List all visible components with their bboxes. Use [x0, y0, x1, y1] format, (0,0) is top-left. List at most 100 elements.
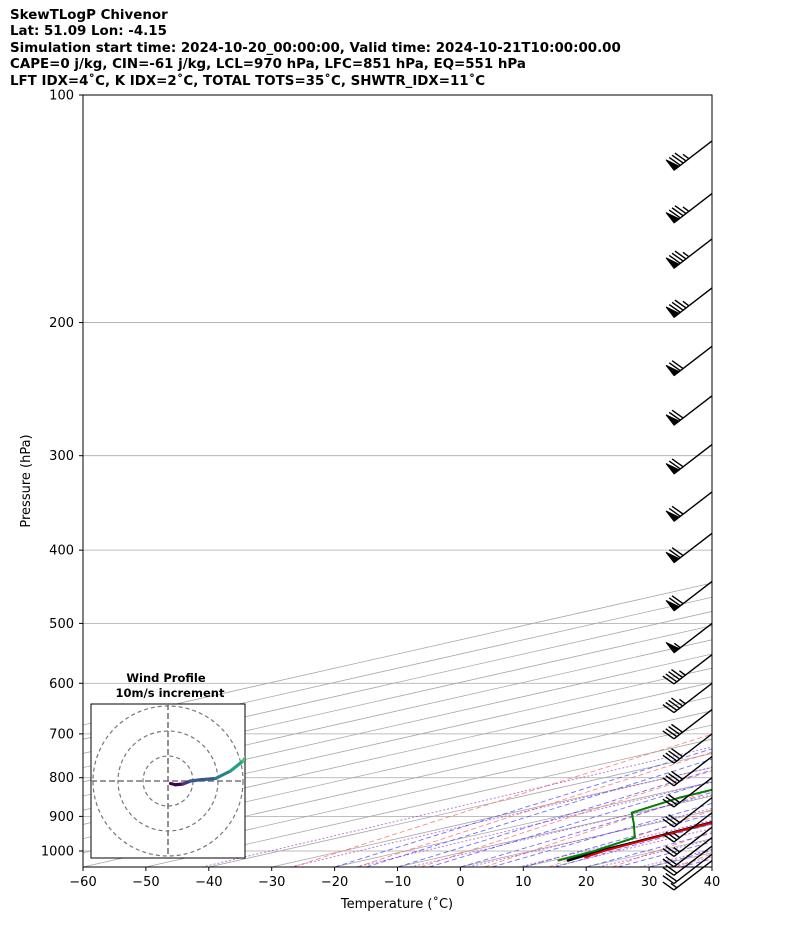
barb-flag	[671, 697, 683, 707]
barb-shaft	[673, 853, 713, 885]
barb-flag	[662, 866, 675, 876]
barb-flag	[671, 154, 684, 164]
barb-shaft	[673, 238, 713, 269]
x-tick-label: −40	[195, 875, 222, 890]
barb-pennant	[665, 463, 681, 475]
y-tick-label: 100	[49, 89, 74, 104]
isotherm-line	[83, 682, 712, 825]
barb-shaft	[673, 654, 713, 685]
wind-barb	[665, 192, 713, 224]
barb-flag	[662, 754, 675, 764]
barb-half-flag	[682, 300, 690, 307]
barb-flag	[668, 750, 681, 760]
barb-flag	[671, 723, 683, 733]
barb-flag	[668, 549, 681, 559]
barb-flag	[668, 671, 681, 681]
hodograph-segment	[198, 776, 218, 782]
barb-flag	[668, 726, 681, 736]
mixing-ratio-line	[468, 808, 712, 867]
barb-flag	[671, 595, 684, 605]
x-tick-label: −60	[69, 875, 96, 890]
barb-shaft	[673, 826, 713, 857]
barb-flag	[671, 360, 684, 370]
barb-flag	[671, 458, 684, 468]
wind-barb	[665, 444, 713, 475]
wind-barb	[662, 777, 713, 808]
barb-shaft	[673, 622, 713, 654]
mixing-ratio-line	[201, 746, 712, 867]
barb-pennant	[665, 551, 681, 564]
moist-adiabat	[428, 780, 712, 867]
barb-pennant	[665, 641, 681, 654]
isotherm-line	[334, 781, 712, 867]
barb-flag	[671, 409, 684, 419]
barb-flag	[671, 668, 683, 678]
wind-barb	[662, 654, 713, 685]
barb-flag	[662, 798, 675, 808]
barb-flag	[671, 301, 684, 311]
inset-subtitle: 10m/s increment	[116, 686, 225, 700]
location-line: Lat: 51.09 Lon: -4.15	[10, 24, 167, 40]
barb-flag	[671, 252, 684, 262]
barb-flag	[668, 814, 681, 824]
x-tick-label: −10	[384, 875, 411, 890]
barb-shaft	[673, 837, 713, 868]
y-tick-label: 1000	[41, 844, 74, 859]
barb-flag	[668, 597, 681, 607]
y-tick-label: 300	[49, 449, 74, 464]
isotherm-line	[83, 596, 712, 740]
barb-flag	[662, 818, 675, 828]
barb-shaft	[673, 395, 713, 426]
barb-flag	[674, 299, 687, 309]
chart-header: SkewTLogP Chivenor Lat: 51.09 Lon: -4.15…	[10, 8, 621, 90]
barb-flag	[665, 856, 678, 866]
isotherm-line	[83, 667, 712, 811]
barb-flag	[662, 858, 675, 868]
barb-pennant	[665, 599, 681, 612]
barb-flag	[668, 772, 681, 782]
indices-line-1: CAPE=0 j/kg, CIN=-61 j/kg, LCL=970 hPa, …	[10, 57, 526, 73]
x-tick-label: −30	[258, 875, 285, 890]
mixing-ratio-line	[639, 848, 712, 867]
barb-pennant	[665, 212, 681, 224]
wind-barb	[662, 797, 713, 828]
dry-adiabat	[356, 751, 712, 867]
isotherm-line	[460, 809, 712, 867]
barb-flag	[674, 205, 687, 215]
temperature-profile-line	[583, 821, 712, 859]
barb-shaft	[673, 777, 713, 808]
time-line: Simulation start time: 2024-10-20_00:00:…	[10, 40, 621, 56]
hodograph-segment	[188, 778, 203, 783]
barb-pennant	[665, 364, 681, 377]
barb-shaft	[673, 192, 713, 224]
y-tick-label: 400	[49, 544, 74, 559]
wind-barb	[662, 733, 713, 764]
y-axis-label: Pressure (hPa)	[19, 434, 34, 527]
barb-flag	[662, 730, 675, 740]
barb-shaft	[673, 491, 713, 522]
y-tick-label: 900	[49, 810, 74, 825]
dewpoint-profile-line	[557, 788, 712, 862]
mixing-ratio-line	[356, 781, 712, 867]
barb-half-flag	[673, 847, 681, 853]
barb-shaft	[673, 580, 713, 612]
dry-adiabat	[484, 789, 712, 867]
barb-half-flag	[682, 153, 690, 160]
wind-barb	[662, 853, 713, 885]
isotherm-line	[83, 653, 712, 797]
wind-barb	[665, 287, 713, 318]
chart-title: SkewTLogP Chivenor	[10, 8, 168, 23]
barb-flag	[674, 152, 687, 162]
wind-barb	[662, 682, 713, 714]
isotherm-line	[83, 639, 712, 783]
barb-flag	[671, 547, 684, 557]
wind-barb	[665, 491, 713, 522]
wind-barb	[665, 395, 713, 426]
barb-shaft	[673, 345, 713, 377]
barb-half-flag	[673, 832, 681, 839]
hodograph-segment	[261, 714, 264, 727]
barb-pennant	[665, 159, 681, 171]
inset-title: Wind Profile	[126, 671, 206, 685]
dry-adiabat	[740, 95, 794, 867]
